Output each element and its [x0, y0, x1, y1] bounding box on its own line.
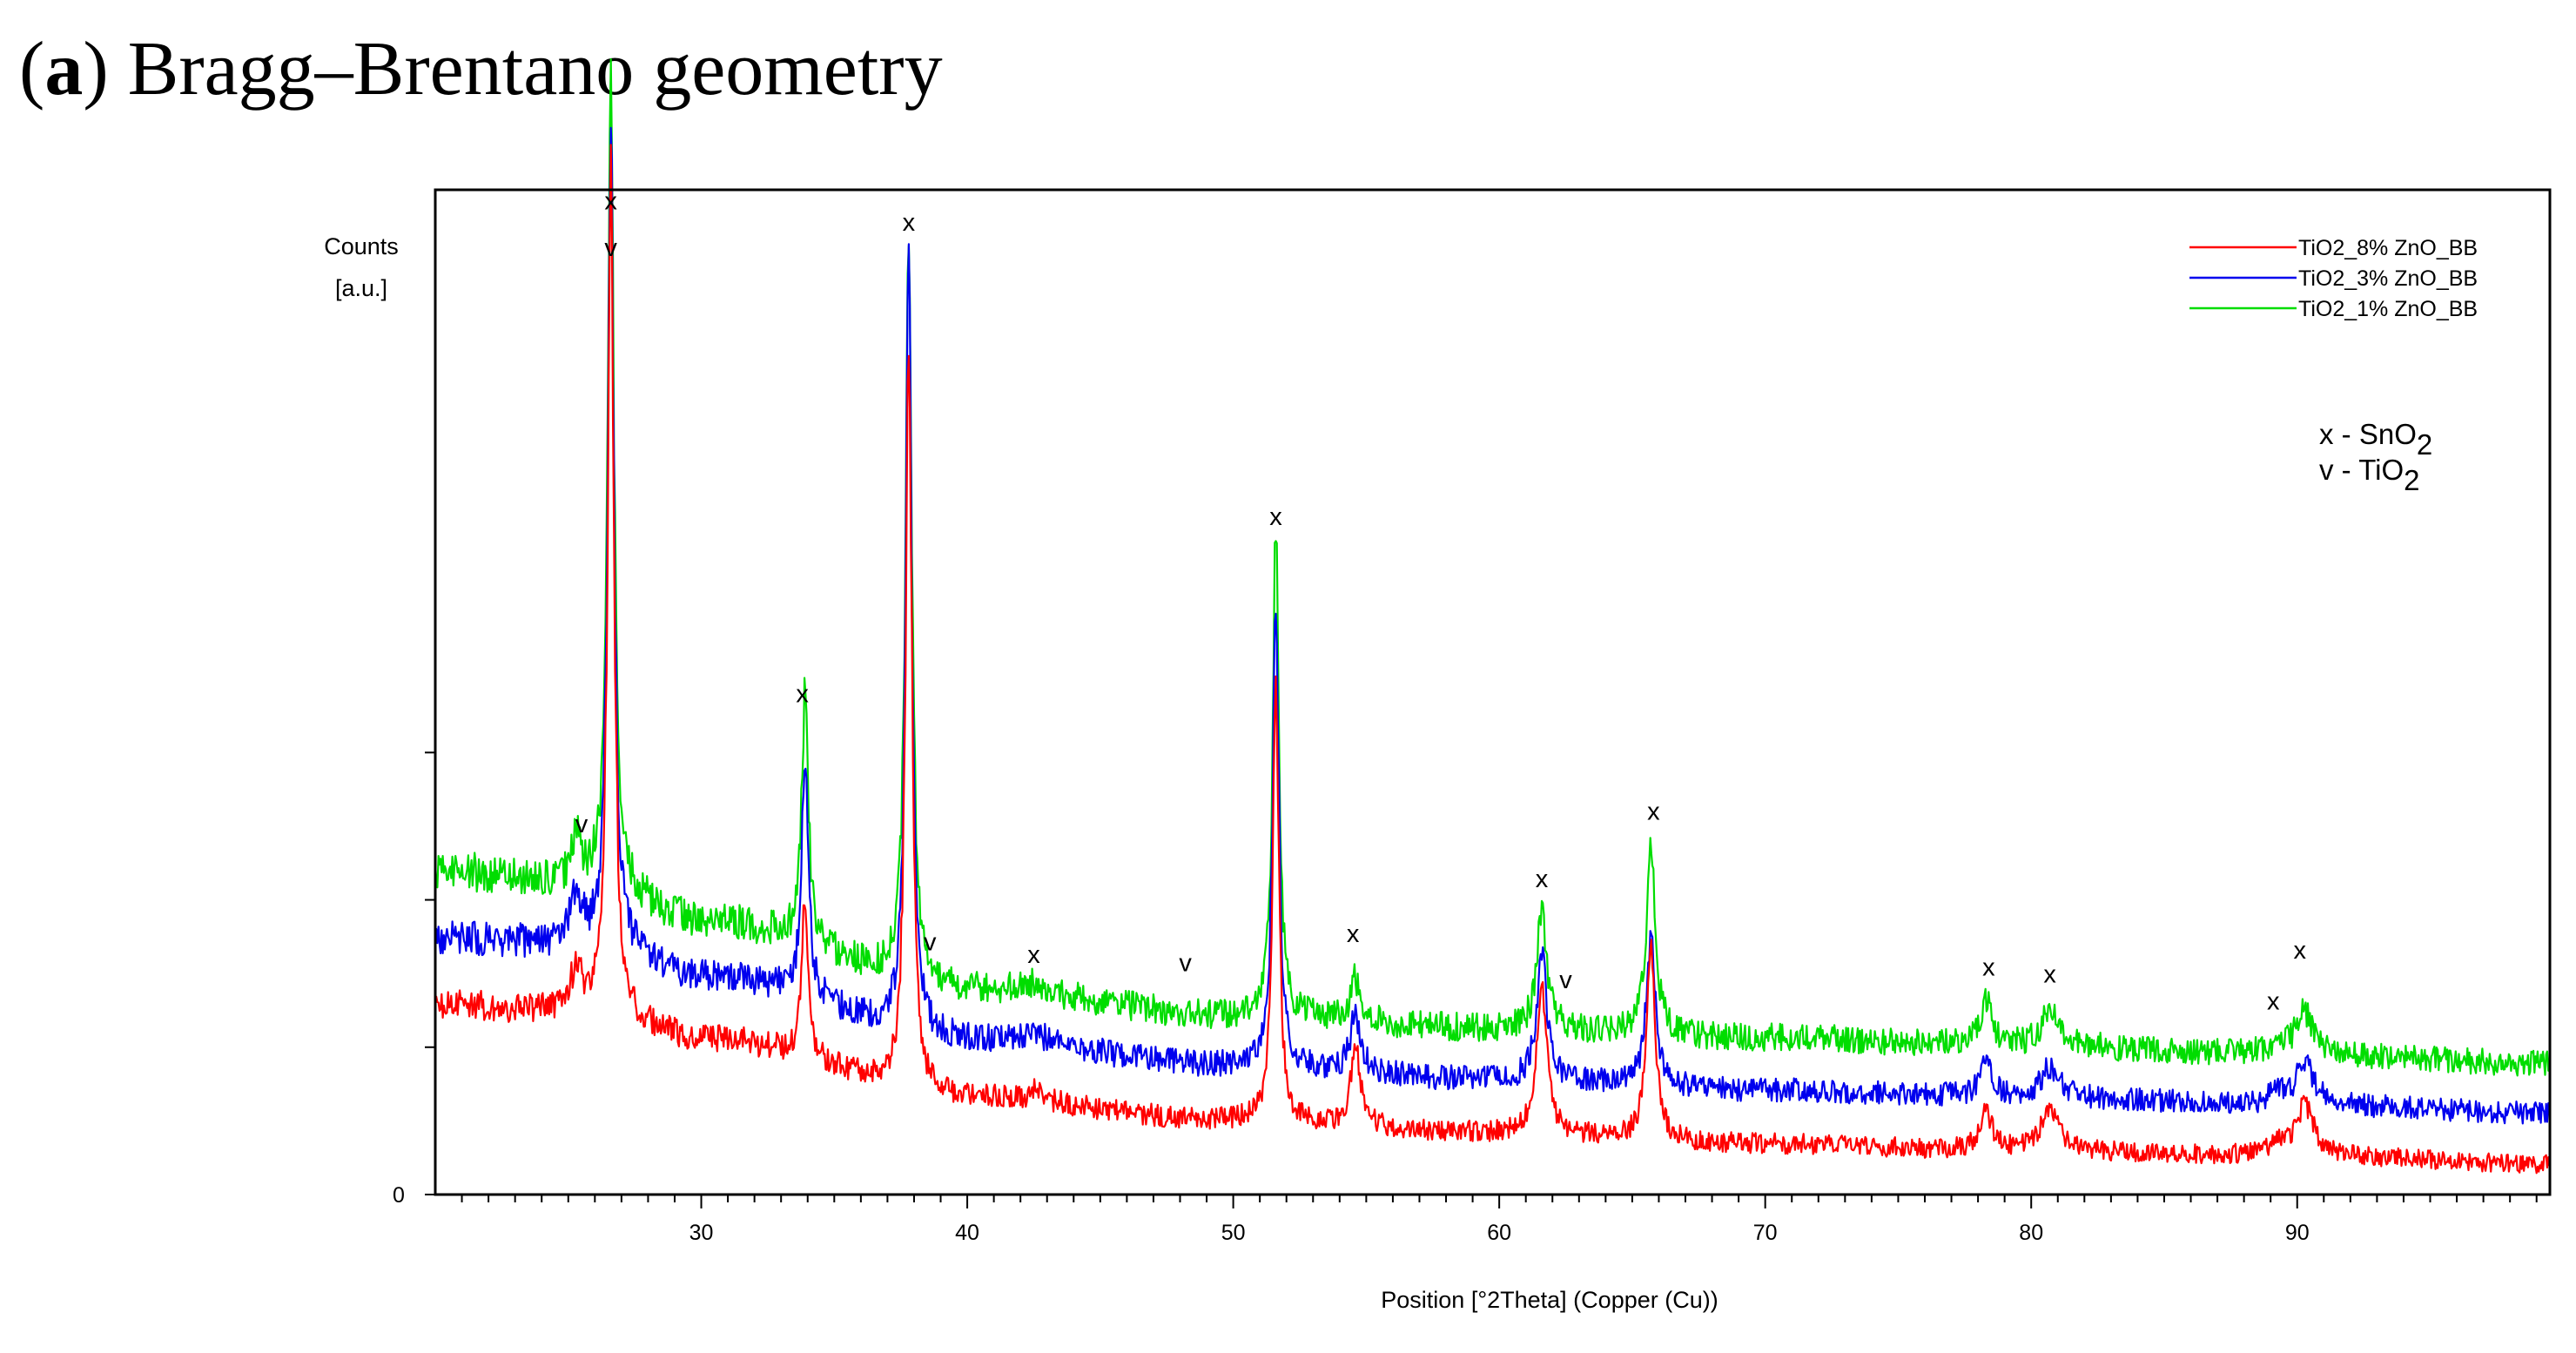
tio2-peak-marker: v — [1559, 966, 1572, 994]
x-tick-label: 30 — [689, 1221, 714, 1245]
x-tick-label: 40 — [955, 1221, 979, 1245]
x-tick-label: 90 — [2285, 1221, 2310, 1245]
sno2-peak-marker: x — [1347, 920, 1360, 948]
figure-heading: Bragg–Brentano geometry — [127, 27, 943, 111]
sno2-peak-marker: x — [2267, 987, 2280, 1015]
series-line-2 — [434, 126, 2551, 1125]
x-tick-label: 80 — [2019, 1221, 2043, 1245]
x-tick-label: 70 — [1753, 1221, 1778, 1245]
sno2-peak-marker: x — [604, 188, 617, 216]
figure-title: (a) Bragg–Brentano geometry — [19, 27, 943, 111]
y-tick-label: 0 — [393, 1183, 405, 1208]
phase-key-tio2: v - TiO2 — [2319, 454, 2420, 496]
legend-label: TiO2_3% ZnO_BB — [2298, 266, 2478, 291]
sno2-peak-marker: x — [2043, 960, 2056, 988]
tio2-peak-marker: v — [924, 929, 937, 957]
sno2-peak-marker: x — [1647, 798, 1660, 826]
sno2-peak-marker: x — [1982, 954, 1995, 982]
x-tick-label: 50 — [1221, 1221, 1246, 1245]
series-line-1 — [434, 144, 2551, 1175]
sno2-peak-marker: x — [1027, 941, 1040, 969]
tio2-peak-marker: v — [575, 811, 589, 838]
phase-key-sno2: x - SnO2 — [2319, 418, 2432, 461]
series-layer — [434, 57, 2551, 1175]
plot-frame — [434, 188, 2552, 1196]
legend: TiO2_8% ZnO_BB TiO2_3% ZnO_BB TiO2_1% ZnO_… — [2189, 236, 2478, 321]
sno2-peak-marker: x — [1536, 865, 1549, 893]
x-axis-title: Position [°2Theta] (Copper (Cu)) — [1381, 1287, 1718, 1313]
phase-key: x - SnO2 v - TiO2 — [2319, 418, 2432, 496]
sno2-peak-marker: x — [903, 209, 916, 237]
sno2-peak-marker: x — [796, 680, 809, 708]
tio2-peak-marker: v — [1179, 950, 1192, 978]
y-axis-title-line1: Counts — [324, 233, 399, 259]
legend-label: TiO2_1% ZnO_BB — [2298, 297, 2478, 321]
legend-label: TiO2_8% ZnO_BB — [2298, 236, 2478, 260]
series-line-3 — [434, 57, 2551, 1077]
sno2-peak-marker: x — [2294, 937, 2307, 965]
x-tick-label: 60 — [1487, 1221, 1511, 1245]
tio2-peak-marker: v — [604, 234, 617, 262]
panel-label: a — [44, 27, 84, 111]
y-axis-title-line2: [a.u.] — [335, 275, 387, 301]
tick-layer: 30 40 50 60 70 80 90 0 — [393, 751, 2538, 1245]
sno2-peak-marker: x — [1269, 503, 1282, 531]
